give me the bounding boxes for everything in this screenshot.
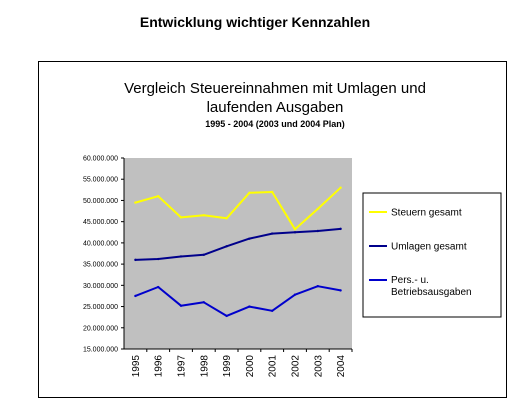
data-point: [225, 314, 228, 318]
data-point: [134, 294, 137, 298]
data-point: [157, 257, 160, 261]
data-point: [157, 285, 160, 289]
data-point: [202, 214, 205, 217]
data-point: [316, 207, 319, 211]
data-point: [248, 305, 251, 308]
legend-label: Umlagen gesamt: [391, 242, 467, 253]
legend-box: [362, 192, 502, 318]
x-tick-label: 2004: [336, 355, 347, 378]
x-tick-label: 1999: [222, 355, 233, 378]
data-point: [339, 186, 342, 189]
y-tick-label: 25.000.000: [83, 304, 118, 311]
legend-label-line2: Betriebsausgaben: [391, 287, 472, 298]
data-point: [293, 293, 297, 296]
page-heading: Entwicklung wichtiger Kennzahlen: [139, 14, 371, 30]
x-tick-label: 1997: [177, 355, 188, 378]
legend-label: Pers.- u.: [391, 275, 429, 286]
x-tick-label: 1996: [154, 355, 165, 378]
x-tick-label: 2002: [291, 355, 302, 378]
y-tick-label: 60.000.000: [83, 156, 118, 163]
data-point: [248, 237, 251, 240]
y-tick-label: 20.000.000: [83, 325, 118, 332]
y-tick-label: 15.000.000: [83, 347, 118, 354]
chart-title-line2: laufenden Ausgaben: [207, 99, 344, 116]
data-point: [202, 253, 205, 256]
y-tick-label: 30.000.000: [83, 283, 118, 290]
legend-label: Steuern gesamt: [391, 208, 462, 219]
x-tick-label: 2000: [245, 355, 256, 378]
plot-area: [124, 158, 352, 349]
y-tick-label: 45.000.000: [83, 219, 118, 226]
data-point: [271, 232, 274, 235]
data-point: [271, 309, 274, 312]
x-tick-label: 1995: [131, 355, 142, 378]
y-tick-label: 35.000.000: [83, 262, 118, 269]
data-point: [225, 245, 228, 248]
data-point: [179, 255, 183, 258]
data-point: [225, 217, 228, 220]
series-line-3: [135, 285, 341, 317]
data-point: [179, 216, 183, 219]
data-point: [271, 190, 274, 194]
data-point: [157, 195, 160, 198]
line-chart: Vergleich Steuereinnahmen mit Umlagen un…: [83, 80, 502, 378]
y-tick-label: 40.000.000: [83, 240, 118, 247]
data-point: [316, 229, 319, 233]
y-tick-label: 50.000.000: [83, 198, 118, 205]
data-point: [339, 227, 342, 231]
chart-subtitle: 1995 - 2004 (2003 und 2004 Plan): [205, 119, 345, 129]
y-tick-label: 55.000.000: [83, 177, 118, 184]
x-tick-label: 2003: [313, 355, 324, 378]
chart-frame: Vergleich Steuereinnahmen mit Umlagen un…: [38, 61, 507, 398]
data-point: [134, 201, 137, 204]
data-point: [293, 231, 297, 234]
data-point: [202, 301, 205, 304]
x-tick-label: 2001: [268, 355, 279, 378]
x-tick-label: 1998: [199, 355, 210, 378]
data-point: [316, 284, 319, 288]
data-point: [179, 304, 183, 307]
chart-title-line1: Vergleich Steuereinnahmen mit Umlagen un…: [124, 80, 426, 97]
data-point: [293, 228, 297, 231]
data-point: [248, 191, 251, 195]
series-line-1: [135, 186, 342, 231]
series-line-2: [135, 227, 341, 261]
data-point: [339, 289, 342, 292]
data-point: [134, 258, 137, 262]
